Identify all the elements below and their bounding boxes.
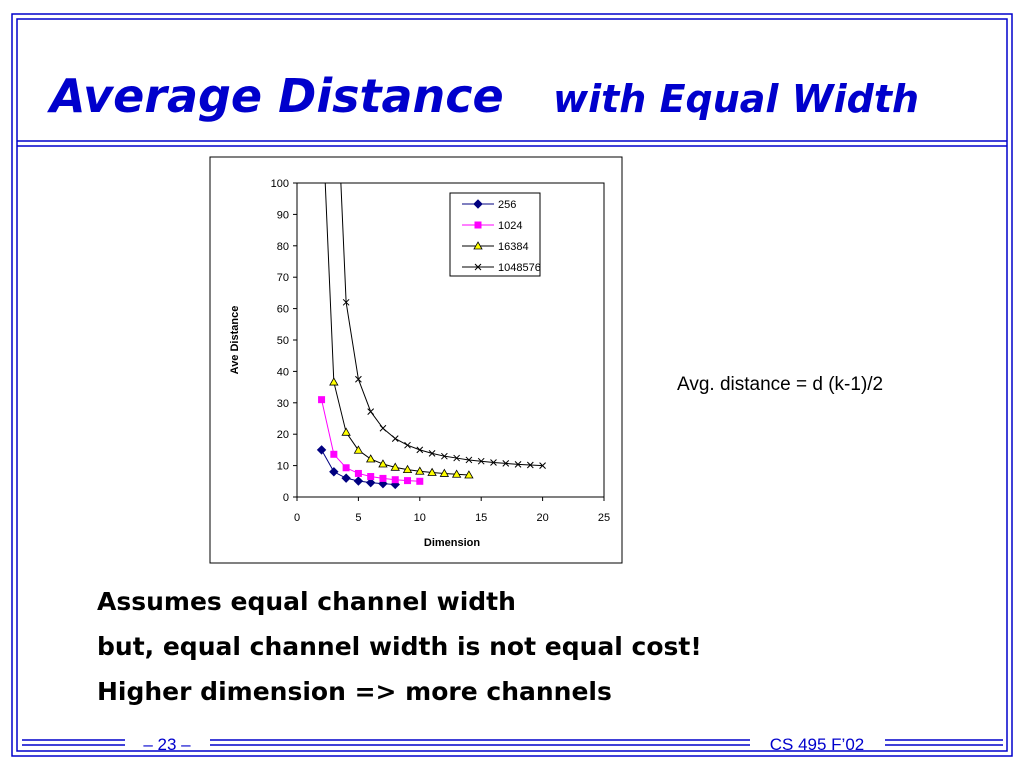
marker [367,473,375,481]
marker [342,298,350,306]
legend-label: 1024 [498,220,522,232]
marker [378,478,388,489]
marker [404,477,412,485]
marker [330,450,338,458]
marker [502,460,510,467]
legend-label: 1048576 [498,262,541,274]
y-tick-label: 30 [277,398,289,410]
chart-frame [209,156,623,564]
y-tick-label: 60 [277,304,289,316]
marker [353,476,364,486]
marker [514,460,522,468]
marker [439,468,450,477]
marker [341,427,351,436]
marker [473,241,483,250]
marker [353,445,364,454]
border-outer [11,13,1013,757]
marker [391,435,399,442]
y-tick-label: 0 [283,492,289,504]
y-tick-label: 40 [277,366,289,378]
y-axis-label: Ave Distance [229,306,241,375]
x-axis-label: Dimension [424,537,481,549]
marker [473,199,483,209]
marker [474,221,482,229]
marker [441,452,448,460]
marker [341,473,351,483]
title-rest: with Equal Width [553,77,919,121]
legend-label: 16384 [498,241,529,253]
marker [427,467,437,476]
marker [367,408,375,415]
marker [416,446,424,454]
marker [453,454,460,462]
marker [355,375,362,383]
legend-label: 256 [498,199,516,211]
marker [416,477,424,485]
marker [354,469,362,477]
marker [465,456,473,464]
marker [365,477,376,488]
x-tick-label: 10 [414,512,426,524]
marker [464,470,474,479]
plot [316,20,546,490]
x-tick-label: 20 [536,512,548,524]
page-number: – 23 – [143,735,191,754]
marker [415,466,425,475]
legend [449,192,541,277]
bullet: but, equal channel width is not equal co… [97,632,702,661]
marker [428,450,436,457]
marker [316,445,327,455]
y-tick-label: 80 [277,241,289,253]
y-tick-label: 20 [277,429,289,441]
course: CS 495 F’02 [770,735,865,754]
marker [490,459,497,466]
marker [329,377,339,386]
bullet: Higher dimension => more channels [97,677,612,706]
marker [342,464,350,472]
note: Avg. distance = d (k-1)/2 [677,374,883,395]
x-tick-label: 15 [475,512,487,524]
marker [402,464,413,473]
marker [331,20,337,26]
x-tick-label: 25 [598,512,610,524]
x-tick-label: 5 [355,512,361,524]
marker [318,396,326,404]
marker [539,462,546,469]
marker [391,476,399,484]
marker [477,457,485,465]
marker [329,467,339,477]
y-tick-label: 70 [277,272,289,284]
x-tick-label: 0 [294,512,300,524]
y-tick-label: 50 [277,335,289,347]
title-main: Average Distance [47,69,504,123]
border-inner [16,18,1008,752]
marker [378,459,388,468]
y-tick-label: 100 [271,178,289,190]
marker [526,461,534,469]
y-tick-label: 10 [277,461,289,473]
marker [379,424,387,432]
bullet: Assumes equal channel width [97,587,516,616]
marker [390,462,400,471]
marker [365,454,376,463]
marker [451,469,462,478]
marker [474,263,482,271]
y-tick-label: 90 [277,209,289,221]
marker [379,474,387,482]
footer-rules [22,739,1003,746]
marker [404,441,411,449]
